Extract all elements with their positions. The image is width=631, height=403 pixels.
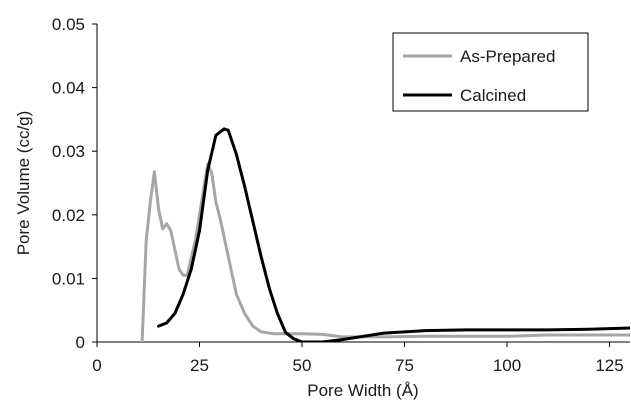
x-tick-label: 100 (493, 356, 521, 375)
series-line-calcined (159, 129, 631, 342)
y-tick-label: 0.03 (52, 142, 85, 161)
y-axis-title: Pore Volume (cc/g) (14, 111, 33, 256)
x-tick-label: 0 (92, 356, 101, 375)
x-tick-label: 50 (293, 356, 312, 375)
y-tick-label: 0.05 (52, 15, 85, 34)
y-tick-label: 0.04 (52, 79, 85, 98)
x-tick-label: 75 (395, 356, 414, 375)
series-layer (142, 129, 630, 342)
y-tick-label: 0 (76, 333, 85, 352)
legend-label-calcined: Calcined (460, 86, 526, 105)
y-tick-label: 0.02 (52, 206, 85, 225)
x-axis-title: Pore Width (Å) (307, 381, 418, 400)
y-tick-label: 0.01 (52, 269, 85, 288)
x-tick-label: 25 (190, 356, 209, 375)
x-tick-label: 125 (595, 356, 623, 375)
legend-label-as-prepared: As-Prepared (460, 47, 555, 66)
series-line-as-prepared (142, 164, 630, 342)
legend: As-Prepared Calcined (393, 33, 588, 111)
